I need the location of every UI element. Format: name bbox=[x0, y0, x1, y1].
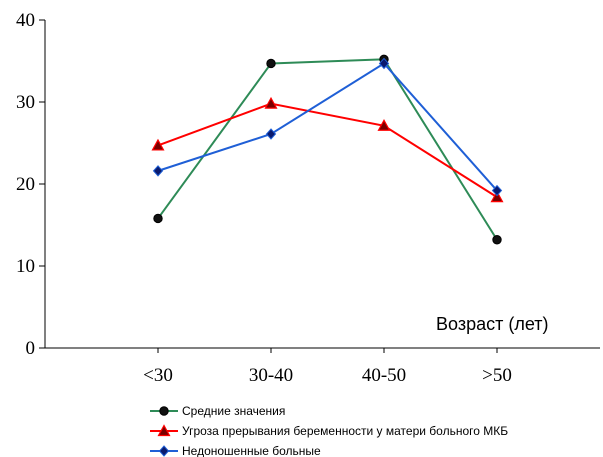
data-point bbox=[377, 119, 391, 131]
series-3 bbox=[152, 57, 503, 197]
data-point bbox=[492, 235, 502, 245]
y-ticks: 0 10 20 30 40 bbox=[16, 10, 45, 359]
legend-marker bbox=[157, 424, 171, 437]
x-axis-title: Возраст (лет) bbox=[436, 314, 548, 334]
legend-item: Недоношенные больные bbox=[150, 444, 321, 457]
y-tick-label: 30 bbox=[16, 92, 35, 113]
y-tick-label: 20 bbox=[16, 174, 35, 195]
series-1 bbox=[153, 54, 502, 245]
series-2 bbox=[151, 96, 504, 203]
legend-label: Средние значения bbox=[182, 404, 285, 418]
series-group bbox=[151, 54, 504, 245]
data-point bbox=[151, 138, 165, 151]
data-point bbox=[264, 96, 278, 109]
legend-item: Средние значения bbox=[150, 404, 285, 418]
legend: Средние значения Угроза прерывания береме… bbox=[150, 404, 508, 457]
data-point bbox=[265, 128, 277, 140]
y-tick-label: 0 bbox=[26, 338, 36, 359]
data-point bbox=[153, 213, 163, 224]
series-line bbox=[157, 58, 498, 241]
legend-marker bbox=[158, 445, 170, 457]
series-line bbox=[157, 62, 498, 192]
data-point bbox=[490, 190, 504, 203]
legend-item: Угроза прерывания беременности у матери … bbox=[150, 424, 508, 438]
x-tick-label: >50 bbox=[482, 365, 512, 386]
x-ticks: <30 30-40 40-50 >50 bbox=[143, 348, 512, 386]
legend-label: Недоношенные больные bbox=[182, 444, 321, 457]
legend-label: Угроза прерывания беременности у матери … bbox=[182, 424, 508, 438]
series-line bbox=[157, 102, 498, 198]
data-point bbox=[152, 165, 164, 177]
data-point bbox=[378, 57, 390, 70]
x-tick-label: 30-40 bbox=[249, 365, 293, 386]
y-tick-label: 40 bbox=[16, 10, 35, 31]
y-tick-label: 10 bbox=[16, 256, 35, 277]
data-point bbox=[266, 58, 276, 69]
data-point bbox=[491, 184, 503, 197]
legend-marker bbox=[159, 406, 169, 416]
x-tick-label: <30 bbox=[143, 365, 173, 386]
x-tick-label: 40-50 bbox=[362, 365, 406, 386]
axes bbox=[44, 20, 600, 349]
